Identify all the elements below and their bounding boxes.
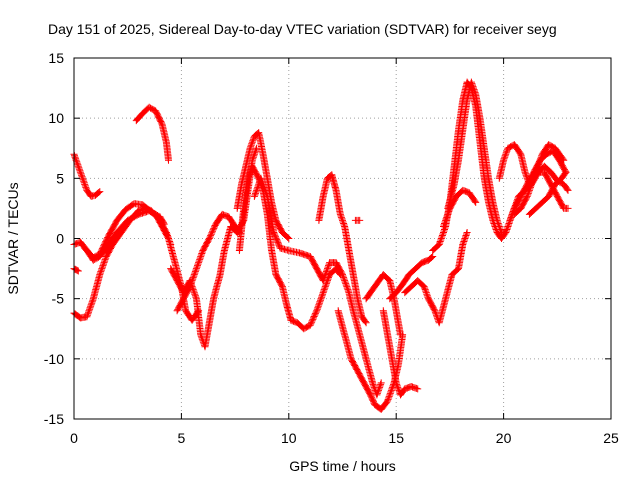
series-track-18 bbox=[401, 229, 471, 327]
marker-track bbox=[250, 174, 385, 399]
y-tick-label: -5 bbox=[52, 291, 65, 307]
series-track-5 bbox=[81, 200, 168, 262]
marker-track bbox=[81, 200, 168, 262]
x-tick-label: 5 bbox=[178, 430, 186, 446]
marker-track bbox=[386, 253, 437, 303]
series-track-11 bbox=[250, 174, 385, 399]
y-tick-label: 10 bbox=[48, 110, 64, 126]
marker-track bbox=[315, 171, 370, 327]
x-axis-label: GPS time / hours bbox=[289, 458, 396, 474]
series-track-23 bbox=[510, 168, 572, 218]
y-tick-label: 15 bbox=[48, 50, 64, 66]
y-tick-label: 5 bbox=[56, 170, 64, 186]
marker-track bbox=[70, 265, 82, 275]
x-tick-label: 25 bbox=[603, 430, 619, 446]
series-track-8 bbox=[173, 210, 243, 315]
axis-ticks: 0 5 10 15 20 25 -15 -10 -5 0 5 10 15 bbox=[44, 50, 619, 446]
series-track-2 bbox=[70, 265, 82, 275]
marker-track bbox=[525, 168, 570, 218]
series-track-14 bbox=[351, 216, 364, 224]
chart-title: Day 151 of 2025, Sidereal Day-to-day VTE… bbox=[48, 21, 557, 37]
x-tick-label: 0 bbox=[70, 430, 78, 446]
data-series bbox=[70, 78, 572, 413]
y-axis-label: SDTVAR / TECUs bbox=[5, 182, 21, 294]
series-track-16 bbox=[379, 307, 422, 399]
x-tick-label: 20 bbox=[496, 430, 512, 446]
y-tick-label: -15 bbox=[44, 411, 64, 427]
series-track-15 bbox=[362, 271, 404, 339]
y-tick-label: -10 bbox=[44, 351, 64, 367]
marker-track bbox=[401, 229, 471, 327]
marker-track bbox=[70, 150, 104, 200]
series-track-1 bbox=[70, 150, 104, 200]
series-track-24 bbox=[525, 168, 570, 218]
marker-track bbox=[351, 216, 364, 224]
grid-lines bbox=[74, 58, 611, 419]
marker-track bbox=[362, 271, 404, 339]
y-tick-label: 0 bbox=[56, 231, 64, 247]
marker-track bbox=[173, 210, 243, 315]
x-tick-label: 10 bbox=[281, 430, 297, 446]
series-track-12 bbox=[315, 171, 370, 327]
series-track-17 bbox=[386, 253, 437, 303]
series-track-6 bbox=[132, 103, 172, 164]
x-tick-label: 15 bbox=[388, 430, 404, 446]
marker-track bbox=[510, 168, 572, 218]
marker-track bbox=[132, 103, 172, 164]
marker-track bbox=[379, 307, 422, 399]
